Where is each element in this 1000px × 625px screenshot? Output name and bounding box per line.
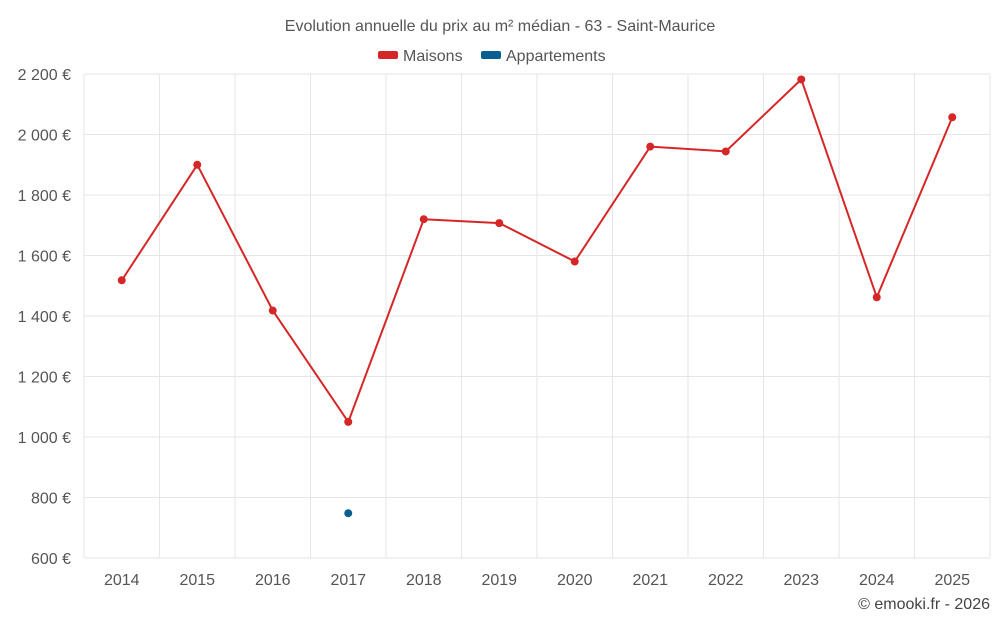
y-tick-label: 1 400 € [18, 309, 71, 326]
x-tick-label: 2014 [104, 572, 140, 589]
y-tick-label: 1 200 € [18, 370, 71, 387]
y-tick-label: 1 800 € [18, 188, 71, 205]
series-line-maisons [120, 78, 954, 423]
y-tick-label: 1 000 € [18, 430, 71, 447]
data-point-maisons[interactable] [268, 306, 277, 315]
x-tick-label: 2023 [783, 572, 819, 589]
data-point-maisons[interactable] [344, 417, 353, 426]
axis-labels: 600 € 800 € 1 000 € 1 200 € 1 400 € 1 600 € 1 … [18, 67, 971, 589]
data-point-maisons[interactable] [948, 113, 957, 122]
x-tick-label: 2022 [708, 572, 744, 589]
data-point-maisons[interactable] [721, 147, 730, 156]
legend-label-appartements: Appartements [506, 48, 606, 65]
x-tick-label: 2020 [557, 572, 593, 589]
data-point-maisons[interactable] [646, 142, 655, 151]
data-point-maisons[interactable] [193, 160, 202, 169]
series-lines [120, 78, 954, 423]
grid [83, 73, 991, 559]
data-point-maisons[interactable] [495, 219, 504, 228]
data-point-maisons[interactable] [570, 257, 579, 266]
legend-label-maisons: Maisons [403, 48, 463, 65]
chart-title: Evolution annuelle du prix au m² médian … [285, 18, 716, 35]
data-point-maisons[interactable] [872, 293, 881, 302]
x-tick-label: 2016 [255, 572, 291, 589]
data-point-maisons[interactable] [797, 75, 806, 84]
data-point-maisons[interactable] [419, 215, 428, 224]
x-tick-label: 2019 [481, 572, 517, 589]
y-tick-label: 2 000 € [18, 128, 71, 145]
x-tick-label: 2021 [632, 572, 668, 589]
y-tick-label: 600 € [31, 551, 71, 568]
data-point-appartements[interactable] [344, 509, 353, 518]
legend-item-maisons[interactable]: Maisons [378, 48, 463, 65]
x-tick-label: 2015 [179, 572, 215, 589]
data-point-maisons[interactable] [117, 276, 126, 285]
y-tick-label: 800 € [31, 491, 71, 508]
x-tick-label: 2025 [934, 572, 970, 589]
y-tick-label: 1 600 € [18, 249, 71, 266]
legend-item-appartements[interactable]: Appartements [481, 48, 606, 65]
legend: Maisons Appartements [378, 48, 606, 65]
legend-swatch-appartements [481, 51, 501, 59]
x-tick-label: 2017 [330, 572, 366, 589]
series-points [117, 75, 957, 518]
legend-swatch-maisons [378, 51, 398, 59]
x-tick-label: 2024 [859, 572, 895, 589]
x-tick-label: 2018 [406, 572, 442, 589]
credit-text: © emooki.fr - 2026 [858, 596, 990, 613]
y-tick-label: 2 200 € [18, 67, 71, 84]
